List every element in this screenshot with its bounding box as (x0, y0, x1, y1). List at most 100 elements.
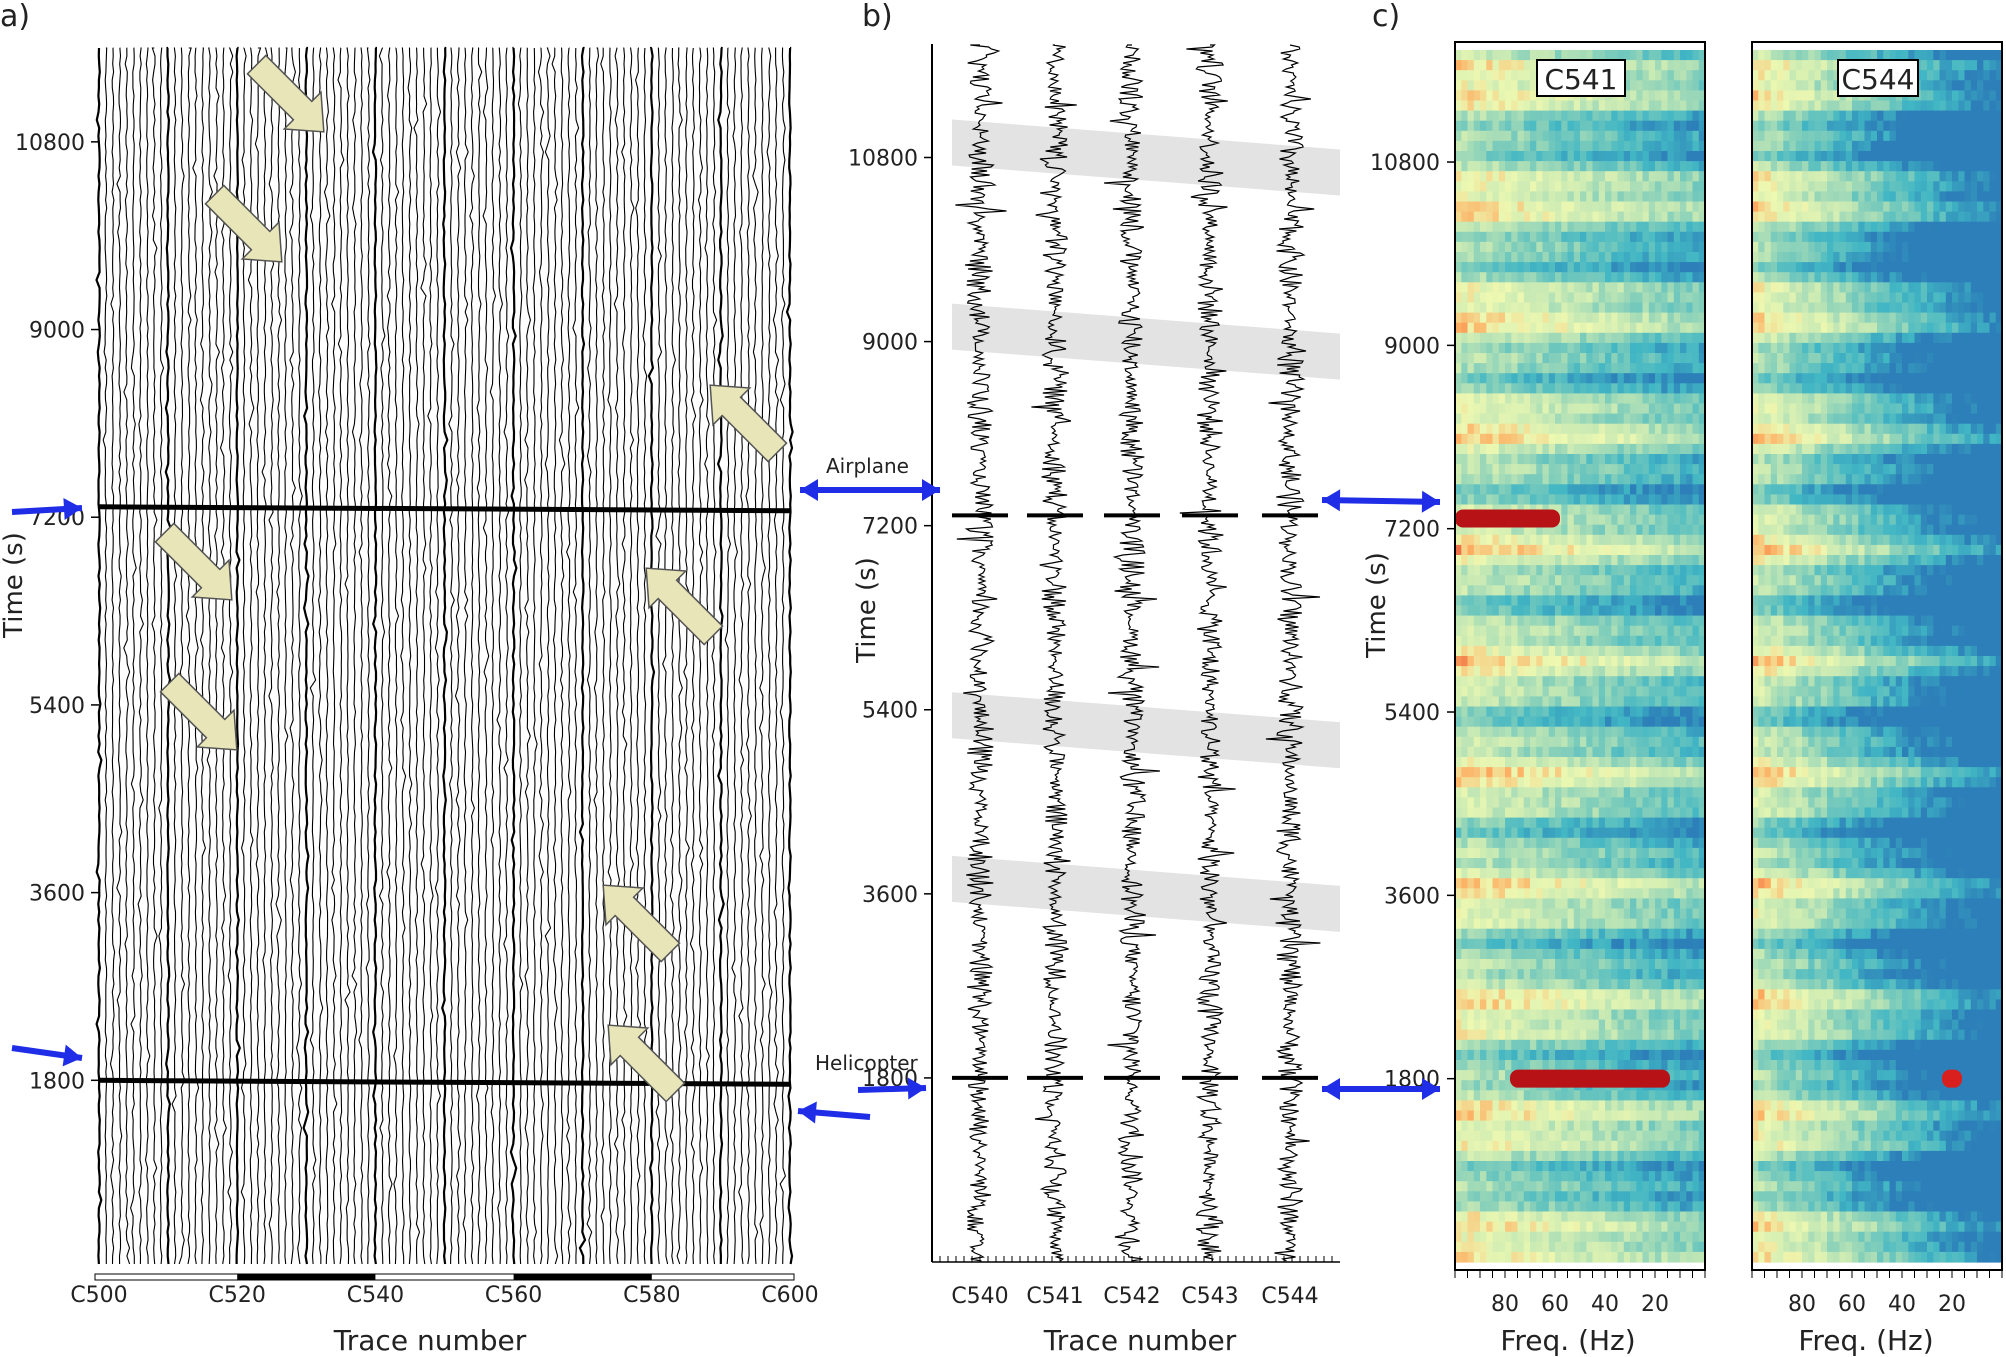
panel-c-heatmap-cell (1455, 312, 1462, 324)
panel-c-heatmap-cell (1680, 645, 1687, 657)
panel-c-heatmap-cell (1467, 1110, 1475, 1122)
panel-c-heatmap-cell (1686, 221, 1694, 233)
panel-c-heatmap-cell (1530, 656, 1537, 667)
panel-c-heatmap-cell (1655, 959, 1662, 970)
panel-c-heatmap-cell (1586, 524, 1594, 536)
panel-c-heatmap-cell (1492, 423, 1500, 435)
panel-c-heatmap-cell (1461, 50, 1469, 61)
panel-c-heatmap-cell (1567, 959, 1575, 970)
panel-c-heatmap-cell (1630, 50, 1637, 61)
panel-c-heatmap-cell (1673, 979, 1681, 990)
panel-c-heatmap-cell (1580, 938, 1587, 950)
panel-c-heatmap-cell (1680, 1140, 1687, 1152)
panel-c-heatmap-cell (1567, 110, 1575, 122)
panel-c-heatmap-cell (1511, 231, 1519, 243)
panel-c-heatmap-cell (1698, 383, 1706, 394)
panel-c-heatmap-cell (1623, 1130, 1631, 1142)
panel-c-heatmap-cell (1467, 1090, 1475, 1101)
panel-c-heatmap-cell (1473, 1070, 1481, 1081)
panel-c-heatmap-cell (1586, 1120, 1594, 1132)
panel-c-heatmap-cell (1530, 1090, 1537, 1101)
panel-c-heatmap-cell (1530, 524, 1537, 536)
panel-c-heatmap-cell (1686, 534, 1694, 546)
panel-c-heatmap-cell (1680, 635, 1687, 647)
panel-c-heatmap-cell (1617, 878, 1625, 889)
panel-a-y-tick-label: 10800 (15, 131, 85, 156)
panel-c-heatmap-cell (1548, 625, 1556, 637)
panel-c-heatmap-cell (1605, 353, 1612, 364)
panel-c-heatmap-cell (1498, 797, 1506, 809)
panel-c-heatmap-cell (1636, 959, 1644, 970)
panel-c-heatmap-cell (1598, 474, 1606, 485)
panel-c-heatmap-cell (1561, 706, 1569, 718)
panel-c-heatmap-cell (1511, 1039, 1519, 1051)
panel-c-heatmap-cell (1617, 363, 1625, 374)
panel-c-heatmap-cell (1598, 1130, 1606, 1142)
panel-c-heatmap-cell (1455, 716, 1462, 728)
panel-c-heatmap-cell (1686, 504, 1694, 516)
panel-c-heatmap-cell (1623, 979, 1631, 990)
panel-c-heatmap-cell (1473, 241, 1481, 253)
panel-c-heatmap-cell (1573, 595, 1581, 607)
panel-a-trace-line (532, 47, 538, 1265)
panel-c-heatmap-cell (1455, 363, 1462, 374)
panel-c-heatmap-cell (1467, 635, 1475, 647)
panel-c-heatmap-cell (1692, 959, 1700, 970)
panel-c-heatmap-cell (1586, 1019, 1594, 1031)
panel-c-heatmap-cell (1636, 1241, 1644, 1253)
panel-c-heatmap-cell (1680, 120, 1687, 132)
panel-c-heatmap-cell (1636, 1211, 1644, 1223)
panel-c-heatmap-cell (1480, 827, 1487, 839)
panel-c-heatmap-cell (1461, 221, 1469, 233)
panel-c-heatmap-cell (1592, 575, 1600, 586)
panel-c-heatmap-cell (1486, 787, 1494, 798)
panel-c-heatmap-cell (1692, 262, 1700, 273)
panel-c-heatmap-cell (1530, 454, 1537, 465)
panel-c-heatmap-cell (1630, 555, 1637, 566)
panel-c-heatmap-cell (1505, 544, 1512, 556)
panel-c-heatmap-cell (1655, 534, 1662, 546)
panel-c-heatmap-cell (1542, 241, 1550, 253)
panel-c-heatmap-cell (1455, 151, 1462, 162)
panel-c-heatmap-cell (1548, 615, 1556, 627)
panel-c-heatmap-cell (1592, 757, 1600, 768)
panel-c-heatmap-cell (1692, 645, 1700, 657)
panel-c-heatmap-cell (1655, 827, 1662, 839)
panel-c-heatmap-cell (1586, 888, 1594, 899)
panel-c-heatmap-cell (1530, 696, 1537, 708)
panel-c-heatmap-cell (1592, 736, 1600, 748)
panel-c-heatmap-cell (1648, 201, 1656, 213)
panel-c-heatmap-cell (1623, 1140, 1631, 1152)
panel-c-heatmap-cell (1523, 110, 1531, 122)
panel-c-heatmap-cell (1455, 1150, 1462, 1162)
panel-c-heatmap-cell (1523, 1029, 1531, 1041)
panel-c-heatmap-cell (1555, 282, 1562, 293)
panel-c-heatmap-cell (1498, 999, 1506, 1011)
panel-c-heatmap-cell (1573, 1019, 1581, 1031)
panel-c-heatmap-cell (1517, 120, 1525, 132)
panel-c-heatmap-cell (1680, 979, 1687, 990)
panel-c-heatmap-cell (1636, 534, 1644, 546)
panel-c-heatmap-cell (1517, 767, 1525, 778)
panel-c-heatmap-cell (1592, 454, 1600, 465)
panel-c-heatmap-cell (1523, 413, 1531, 425)
panel-c-heatmap-cell (1636, 60, 1644, 71)
panel-c-heatmap-cell (1548, 252, 1556, 263)
panel-c-heatmap-cell (1467, 1130, 1475, 1142)
panel-c-heatmap-cell (1667, 595, 1675, 607)
panel-c-heatmap-cell (1555, 847, 1562, 859)
panel-c-heatmap-cell (1617, 615, 1625, 627)
panel-c-heatmap-cell (1492, 696, 1500, 708)
panel-c-heatmap-cell (1673, 231, 1681, 243)
panel-c-heatmap-cell (1636, 555, 1644, 566)
panel-b-trace-c540 (955, 44, 1007, 1262)
panel-c-heatmap-cell (1486, 1009, 1494, 1021)
panel-c-heatmap-cell (1555, 151, 1562, 162)
panel-c-heatmap-cell (1623, 191, 1631, 203)
panel-c-heatmap-cell (1517, 585, 1525, 596)
panel-c-heatmap-cell (1461, 373, 1469, 384)
panel-c-heatmap-cell (1523, 231, 1531, 243)
panel-c-heatmap-cell (1686, 282, 1694, 293)
panel-c-heatmap-cell (1630, 1161, 1637, 1172)
panel-c-heatmap-cell (1611, 302, 1619, 314)
